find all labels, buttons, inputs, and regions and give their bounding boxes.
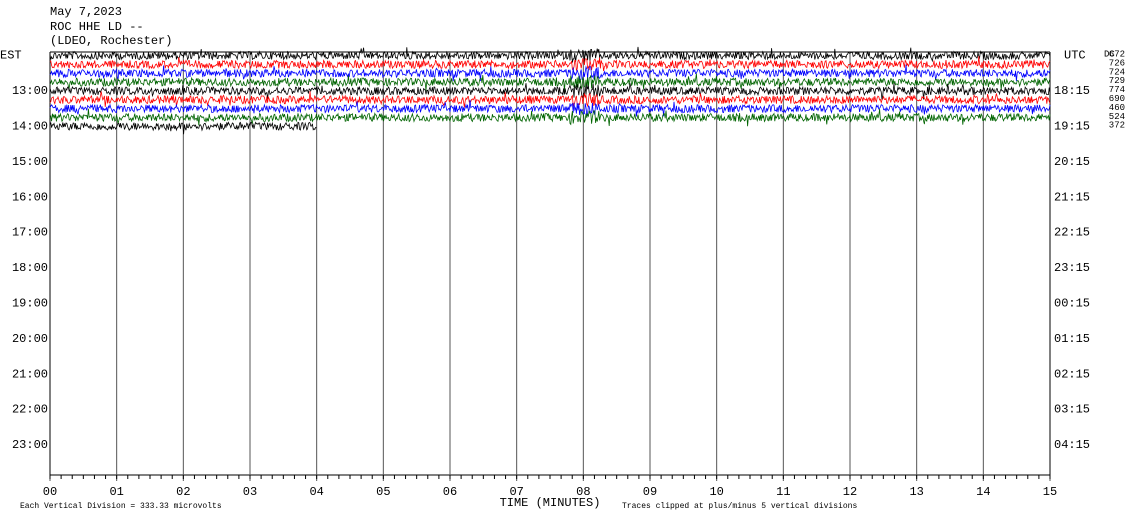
seismic-trace [49,73,1051,91]
dc-value: 524 [1109,112,1125,122]
x-axis-title: TIME (MINUTES) [500,496,601,510]
x-tick-label: 14 [976,485,990,499]
y2-tick-label: 21:15 [1054,190,1090,204]
x-tick-label: 01 [109,485,123,499]
x-tick-label: 05 [376,485,390,499]
x-tick-label: 00 [43,485,57,499]
x-tick-label: 07 [509,485,523,499]
x-tick-label: 11 [776,485,790,499]
y2-tick-label: 00:15 [1054,296,1090,310]
y-tick-label: 16:00 [12,190,48,204]
title-line: ROC HHE LD -- [50,20,144,34]
x-tick-label: 04 [309,485,323,499]
seismic-trace [49,64,1051,82]
title-line: May 7,2023 [50,5,122,19]
seismic-trace [49,91,1051,108]
y-tick-label: 17:00 [12,226,48,240]
dc-value: 460 [1109,103,1125,113]
footnote: Each Vertical Division = 333.33 microvol… [20,502,222,511]
x-tick-label: 13 [909,485,923,499]
right-axis-label: UTC [1064,49,1086,63]
dc-value: 774 [1109,85,1125,95]
y2-tick-label: 19:15 [1054,120,1090,134]
y-tick-label: 23:00 [12,438,48,452]
dc-value: 372 [1109,121,1125,131]
x-tick-label: 09 [643,485,657,499]
x-tick-label: 15 [1043,485,1057,499]
y2-tick-label: 01:15 [1054,332,1090,346]
x-tick-label: 06 [443,485,457,499]
y2-tick-label: 23:15 [1054,261,1090,275]
x-tick-label: 03 [243,485,257,499]
x-tick-label: 08 [576,485,590,499]
y2-tick-label: 20:15 [1054,155,1090,169]
footnote: Traces clipped at plus/minus 5 vertical … [622,502,857,511]
dc-value: 724 [1109,67,1125,77]
y-tick-label: 21:00 [12,367,48,381]
y2-tick-label: 04:15 [1054,438,1090,452]
dc-value: 726 [1109,58,1125,68]
y-tick-label: 15:00 [12,155,48,169]
seismic-trace [49,83,1051,100]
title-line: (LDEO, Rochester) [50,34,172,48]
y2-tick-label: 18:15 [1054,84,1090,98]
y2-tick-label: 22:15 [1054,226,1090,240]
y-tick-label: 19:00 [12,296,48,310]
y-tick-label: 13:00 [12,84,48,98]
left-axis-label: EST [0,49,22,63]
x-tick-label: 12 [843,485,857,499]
dc-header: DC [1104,49,1115,59]
y2-tick-label: 02:15 [1054,367,1090,381]
seismic-trace [49,56,1051,72]
y-tick-label: 20:00 [12,332,48,346]
x-tick-label: 02 [176,485,190,499]
y-tick-label: 18:00 [12,261,48,275]
dc-value: 672 [1109,49,1125,59]
y-tick-label: 14:00 [12,120,48,134]
y2-tick-label: 03:15 [1054,403,1090,417]
dc-value: 729 [1109,76,1125,86]
y-tick-label: 22:00 [12,403,48,417]
seismic-trace [49,99,1051,117]
seismic-trace [49,108,1051,127]
dc-value: 690 [1109,94,1125,104]
seismic-trace [49,121,317,135]
x-tick-label: 10 [709,485,723,499]
seismic-trace [49,46,1051,63]
